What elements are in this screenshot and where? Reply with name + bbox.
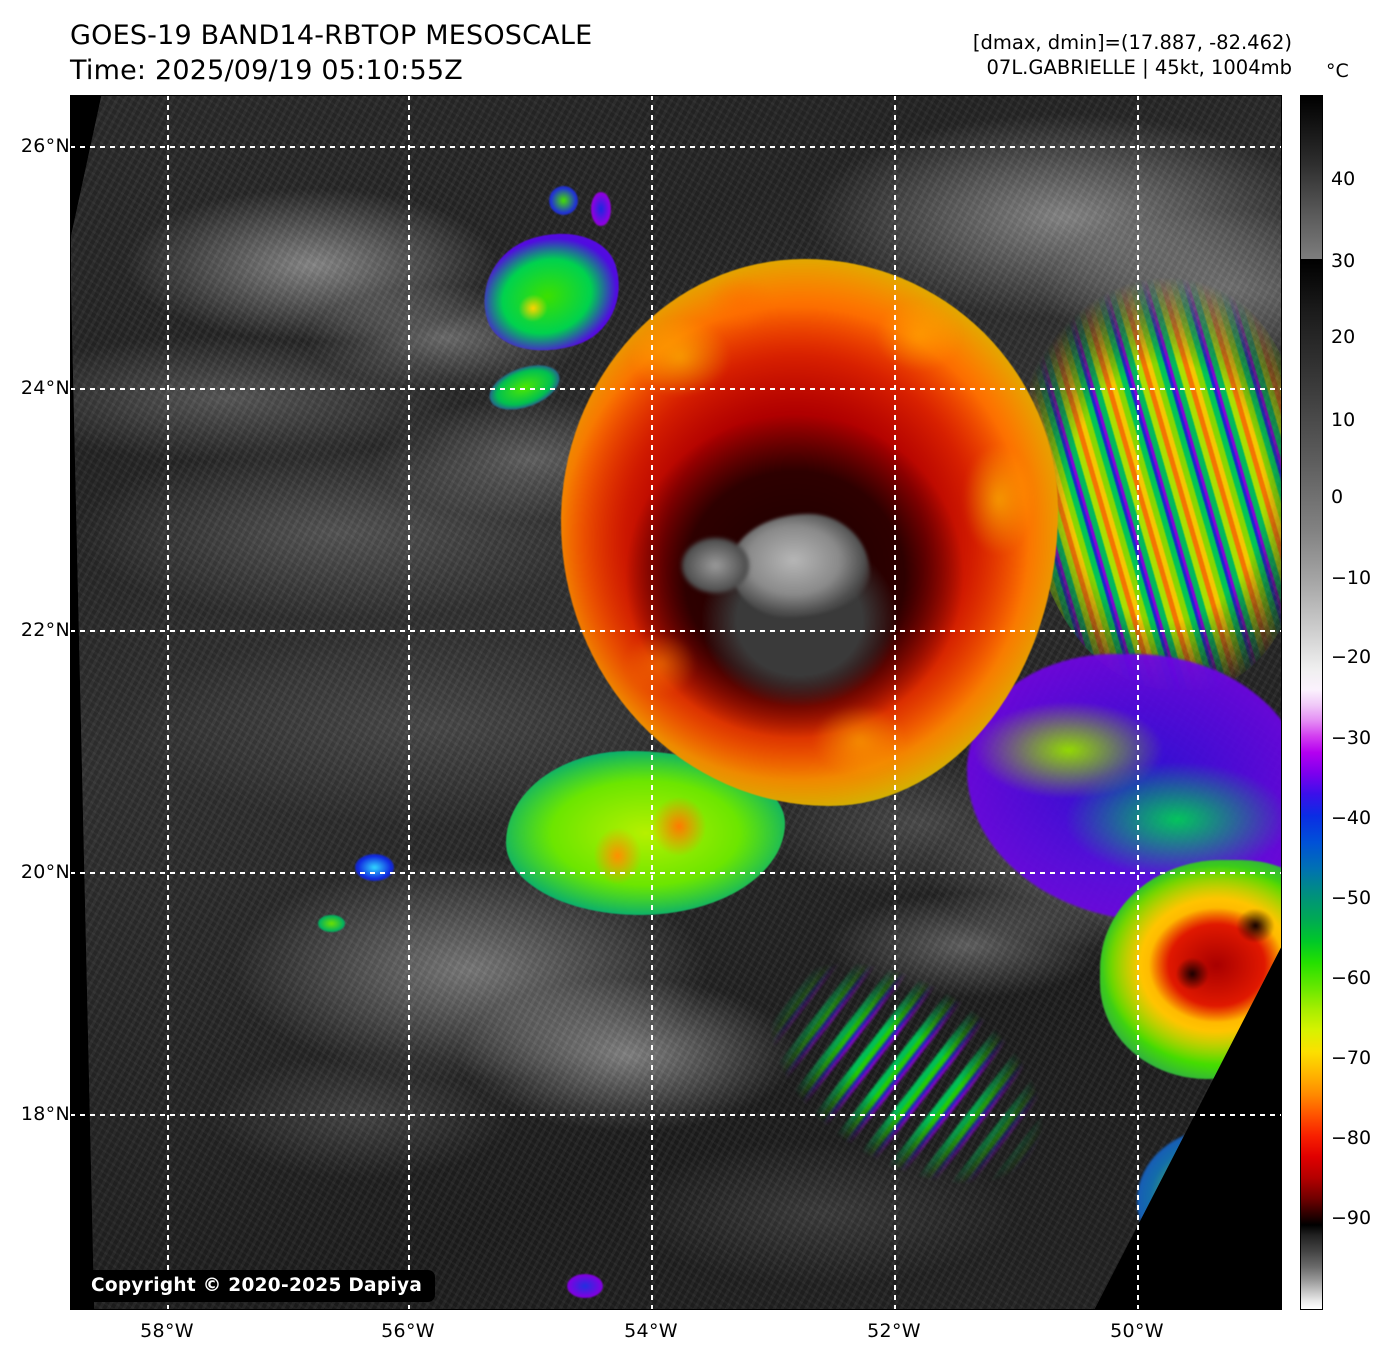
overshooting-top-core-secondary	[682, 538, 749, 594]
gridline-lon-54	[651, 95, 653, 1310]
gridline-lat-24	[70, 388, 1282, 390]
colorbar-tick-0: 0	[1331, 486, 1344, 508]
colorbar-tick-m80: −80	[1331, 1127, 1372, 1149]
south-cell-a	[566, 1273, 604, 1298]
colorbar-tick-m10: −10	[1331, 567, 1372, 589]
gridline-lat-26	[70, 146, 1282, 148]
satellite-image-plot: Copyright © 2020-2025 Dapiya	[70, 95, 1282, 1310]
colorbar-main-segment	[1301, 258, 1322, 1309]
colorbar-tick-m90: −90	[1331, 1207, 1372, 1229]
dmax-dmin-label: [dmax, dmin]=(17.887, -82.462)	[972, 31, 1292, 54]
southwest-cell-b	[318, 915, 346, 933]
southwest-cell-a	[354, 854, 394, 882]
gridline-lat-18	[70, 1114, 1282, 1116]
lon-label-54w: 54°W	[624, 1320, 678, 1342]
gridline-lon-58	[167, 95, 169, 1310]
storm-info-label: 07L.GABRIELLE | 45kt, 1004mb	[986, 56, 1293, 80]
title-block: GOES-19 BAND14-RBTOP MESOSCALE Time: 202…	[70, 18, 592, 88]
overshooting-top-core	[730, 514, 870, 618]
satellite-raster	[70, 95, 1282, 1310]
lon-label-52w: 52°W	[867, 1320, 921, 1342]
colorbar-tick-20: 20	[1331, 326, 1356, 348]
colorbar-tick-m30: −30	[1331, 727, 1372, 749]
lat-label-20n: 20°N	[20, 861, 70, 883]
lon-label-56w: 56°W	[381, 1320, 435, 1342]
lat-label-22n: 22°N	[20, 619, 70, 641]
north-cell-a	[548, 186, 578, 216]
gridline-lon-52	[894, 95, 896, 1310]
gridline-lon-50	[1137, 95, 1139, 1310]
colorbar-tick-30: 30	[1331, 250, 1356, 272]
lat-label-26n: 26°N	[20, 135, 70, 157]
colorbar-tick-m20: −20	[1331, 646, 1372, 668]
colorbar-warm-segment	[1301, 96, 1322, 259]
north-cell-b	[591, 192, 611, 227]
lat-label-24n: 24°N	[20, 377, 70, 399]
timestamp-label: Time: 2025/09/19 05:10:55Z	[70, 55, 463, 87]
temperature-colorbar	[1300, 95, 1323, 1310]
lat-label-18n: 18°N	[20, 1103, 70, 1125]
colorbar-tick-10: 10	[1331, 409, 1356, 431]
colorbar-tick-m70: −70	[1331, 1047, 1372, 1069]
colorbar-unit-label: °C	[1326, 60, 1349, 82]
gridline-lon-56	[408, 95, 410, 1310]
metadata-block: [dmax, dmin]=(17.887, -82.462) 07L.GABRI…	[973, 30, 1292, 81]
colorbar-tick-m50: −50	[1331, 887, 1372, 909]
colorbar-tick-m60: −60	[1331, 967, 1372, 989]
gridline-lat-20	[70, 872, 1282, 874]
lon-label-58w: 58°W	[140, 1320, 194, 1342]
lon-label-50w: 50°W	[1110, 1320, 1164, 1342]
colorbar-tick-40: 40	[1331, 168, 1356, 190]
page-title: GOES-19 BAND14-RBTOP MESOSCALE	[70, 20, 593, 51]
northeast-striated-field	[1027, 277, 1282, 691]
copyright-badge: Copyright © 2020-2025 Dapiya	[78, 1270, 436, 1302]
colorbar-tick-m40: −40	[1331, 807, 1372, 829]
gridline-lat-22	[70, 630, 1282, 632]
